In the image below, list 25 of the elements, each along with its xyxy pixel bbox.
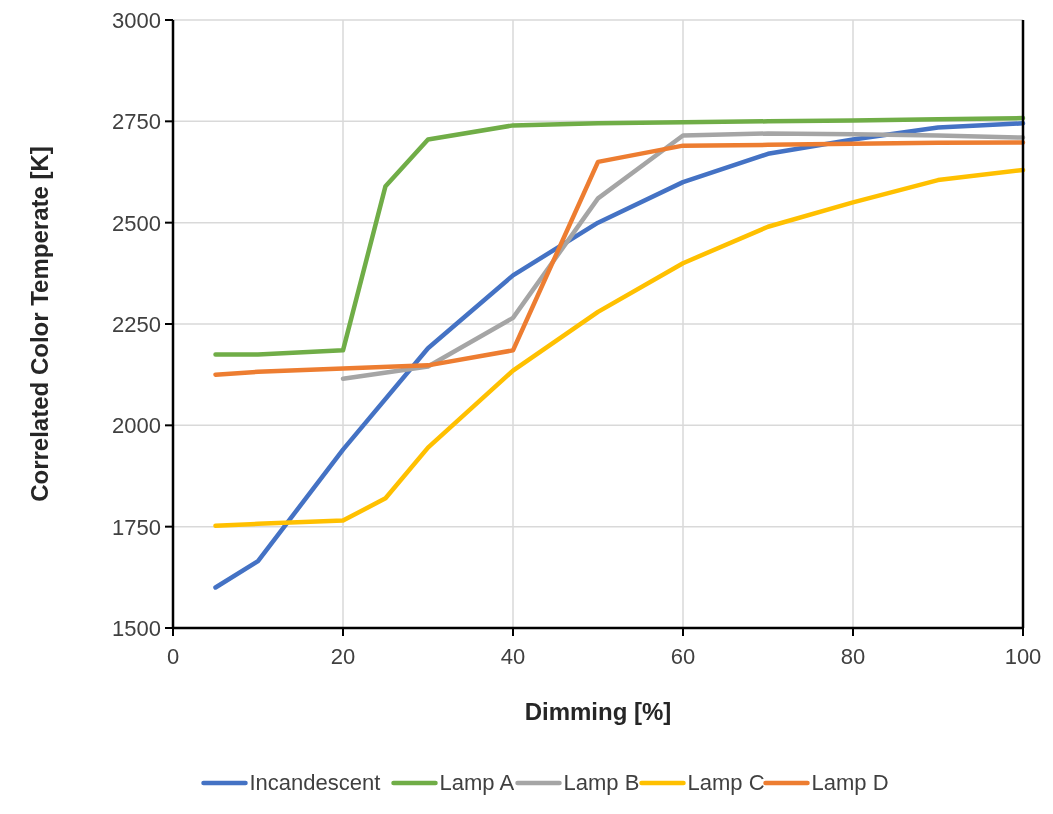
legend-label: Lamp B bbox=[563, 770, 640, 795]
y-tick-label: 2000 bbox=[112, 413, 161, 439]
x-tick-label: 0 bbox=[166, 644, 180, 669]
line-series bbox=[213, 140, 1026, 377]
line-series bbox=[213, 167, 1026, 529]
line-series bbox=[213, 115, 1026, 357]
x-axis-title: Dimming [%] bbox=[524, 698, 672, 725]
legend-label: Lamp D bbox=[811, 770, 889, 795]
y-tick-label: 1750 bbox=[112, 514, 161, 540]
y-tick-label: 3000 bbox=[112, 8, 161, 33]
y-tick-label: 2750 bbox=[112, 109, 161, 135]
y-tick-label: 2500 bbox=[112, 210, 161, 236]
line-series bbox=[340, 131, 1026, 381]
legend-label: Incandescent bbox=[249, 770, 381, 795]
x-tick-label: 100 bbox=[1004, 644, 1042, 669]
y-tick-label: 1500 bbox=[112, 616, 161, 641]
x-tick-label: 20 bbox=[330, 644, 356, 669]
legend-label: Lamp C bbox=[687, 770, 765, 795]
y-axis-title: Correlated Color Temperate [K] bbox=[26, 146, 53, 502]
x-tick-label: 60 bbox=[670, 644, 696, 669]
y-tick-label: 2250 bbox=[112, 312, 161, 337]
x-tick-label: 80 bbox=[840, 644, 866, 669]
line-series bbox=[213, 121, 1026, 590]
legend-label: Lamp A bbox=[439, 770, 515, 795]
x-tick-label: 40 bbox=[500, 644, 526, 669]
